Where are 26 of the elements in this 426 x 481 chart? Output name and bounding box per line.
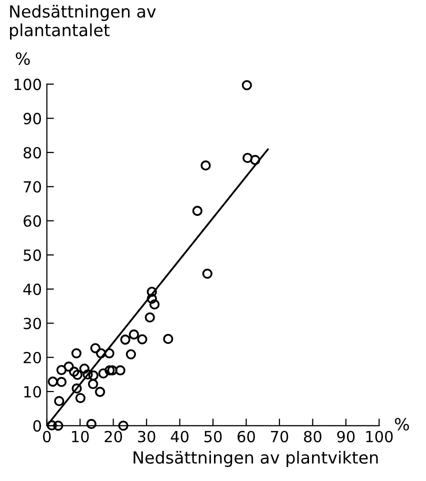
text: % xyxy=(394,418,409,431)
x-tick-label: 80 xyxy=(304,430,322,442)
x-tick-label: 90 xyxy=(337,430,355,442)
y-tick-label: 10 xyxy=(24,386,41,398)
x-tick-label: 70 xyxy=(270,430,288,442)
x-tick-label: 30 xyxy=(138,430,156,442)
y-axis-title: Nedsättningen av plantantalet xyxy=(10,4,156,40)
x-tick-label: 50 xyxy=(204,430,222,442)
x-tick-label: 0 xyxy=(43,430,51,442)
y-tick-label: 60 xyxy=(24,215,41,227)
y-tick-label: 50 xyxy=(24,249,41,261)
x-tick-label: 40 xyxy=(170,430,188,442)
y-tick-label: 100 xyxy=(14,78,41,90)
x-tick-label: 20 xyxy=(104,430,122,442)
y-tick-label: 90 xyxy=(24,112,41,124)
y-tick-label: 0 xyxy=(33,420,41,432)
y-tick-label: 20 xyxy=(24,352,41,364)
y-tick-label: 70 xyxy=(24,181,41,193)
y-tick-label: 30 xyxy=(24,318,41,330)
x-tick-label: 60 xyxy=(238,430,255,442)
text: % xyxy=(16,52,30,65)
x-axis-title: Nedsättningen av plantvikten xyxy=(134,450,378,468)
x-tick-label: 10 xyxy=(72,430,89,442)
y-tick-label: 40 xyxy=(23,284,41,296)
y-tick-label: 80 xyxy=(24,146,41,158)
x-tick-label: 100 xyxy=(366,430,393,442)
